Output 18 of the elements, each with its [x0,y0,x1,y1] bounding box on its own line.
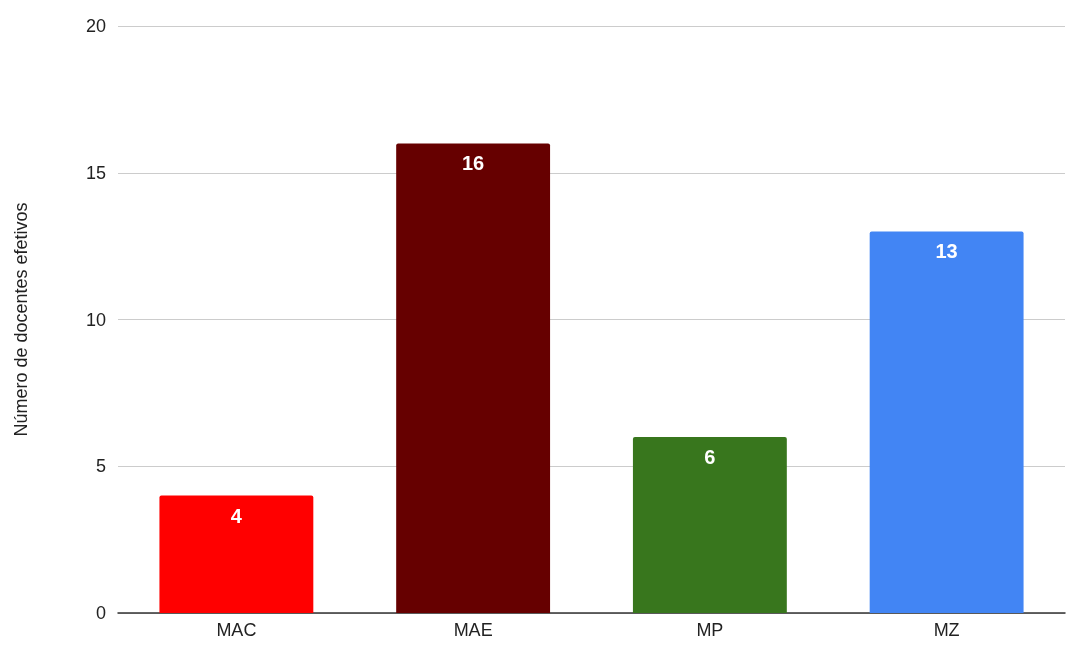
y-tick-label: 20 [85,16,106,36]
x-tick-label: MP [696,620,724,640]
x-tick-label: MZ [933,620,960,640]
bar [396,143,551,613]
data-label: 4 [230,504,243,527]
y-axis-title: Número de docentes efetivos [11,202,31,437]
y-tick-label: 15 [85,162,106,183]
y-tick-label: 5 [95,456,106,477]
x-tick-label: MAC [216,620,257,640]
data-label: 13 [935,240,958,263]
bar [159,495,314,613]
y-tick-label: 0 [95,603,106,623]
bar [869,231,1024,613]
data-label: 16 [462,152,485,175]
bar [632,436,787,613]
x-tick-label: MAE [453,620,493,640]
data-label: 6 [704,445,716,468]
y-tick-label: 10 [85,309,106,330]
